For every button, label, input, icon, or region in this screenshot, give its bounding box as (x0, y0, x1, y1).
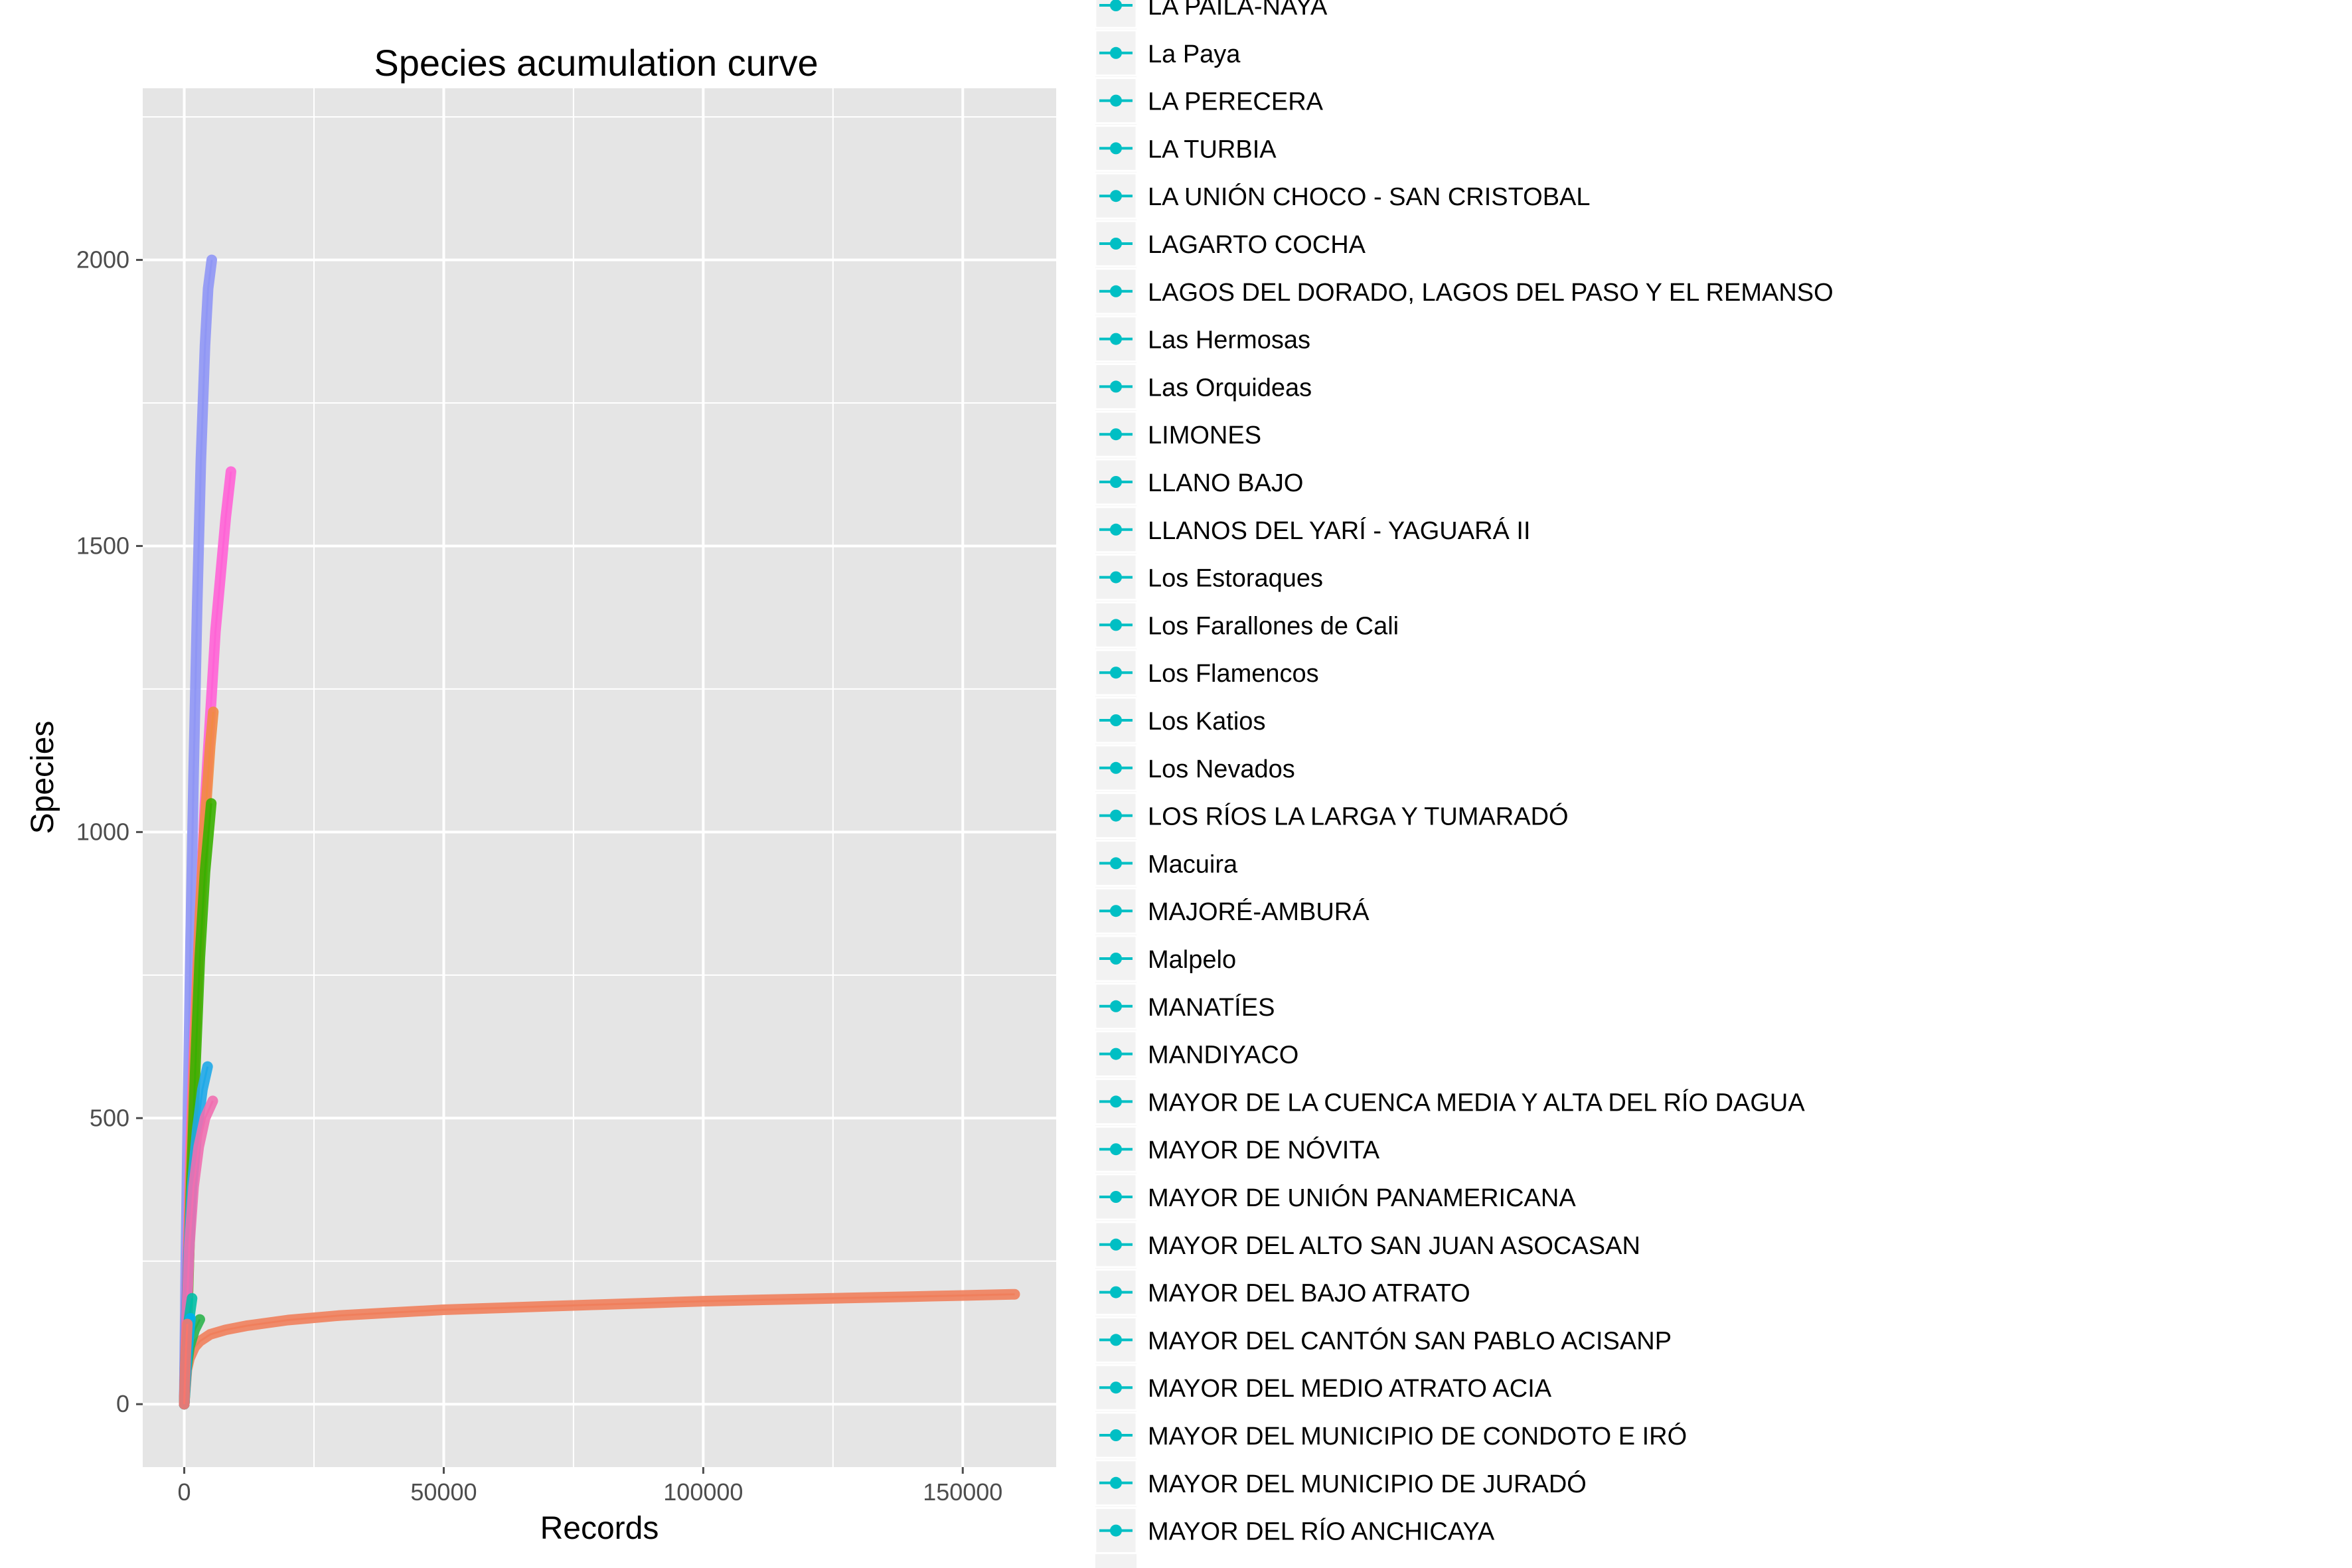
y-tick-label: 500 (90, 1104, 129, 1131)
legend-label: MAYOR DEL ALTO SAN JUAN ASOCASAN (1148, 1232, 1640, 1260)
legend-label: LLANOS DEL YARÍ - YAGUARÁ II (1148, 516, 1531, 545)
legend-label: LA PAILA-NAYA (1148, 0, 1328, 21)
legend-key-dot (1110, 1000, 1122, 1012)
legend-label: MAYOR DEL MUNICIPIO DE JURADÓ (1148, 1470, 1587, 1498)
legend-key-dot (1110, 46, 1122, 59)
legend-label: Los Estoraques (1148, 565, 1323, 593)
legend-label: Las Orquideas (1148, 374, 1312, 402)
legend-label: MANATÍES (1148, 993, 1275, 1022)
legend-key-dot (1110, 953, 1122, 965)
chart-title: Species acumulation curve (374, 42, 818, 84)
legend-key-dot (1110, 809, 1122, 822)
legend-key-dot (1110, 1381, 1122, 1394)
legend-key-dot (1110, 94, 1122, 107)
legend-label: LLANO BAJO (1148, 469, 1303, 497)
legend-key-dot (1110, 1429, 1122, 1441)
legend-label: LIMONES (1148, 422, 1261, 449)
legend-label: MAYOR DE LA CUENCA MEDIA Y ALTA DEL RÍO … (1148, 1088, 1805, 1117)
x-tick-label: 50000 (410, 1478, 477, 1506)
legend-label: LA TURBIA (1148, 135, 1277, 163)
legend-key-dot (1110, 761, 1122, 774)
legend-key-dot (1110, 428, 1122, 441)
x-axis-title: Records (540, 1511, 659, 1546)
legend-key-dot (1110, 333, 1122, 345)
plot-panel (143, 88, 1056, 1467)
legend-key-dot (1110, 905, 1122, 917)
legend-key-dot (1110, 714, 1122, 726)
legend-label: MAYOR DEL MUNICIPIO DE CONDOTO E IRÓ (1148, 1422, 1687, 1450)
legend-key-dot (1110, 1095, 1122, 1108)
y-tick-label: 2000 (76, 246, 129, 274)
legend-label: MANDIYACO (1148, 1042, 1298, 1069)
series-line (183, 1324, 189, 1405)
legend-key-dot (1110, 857, 1122, 870)
legend-key-dot (1110, 666, 1122, 679)
legend-label: MAYOR DEL RÍO ANCHICAYA (1148, 1518, 1495, 1546)
x-axis: 0 50000 100000 150000 (178, 1467, 1002, 1506)
y-axis-title: Species (25, 721, 60, 834)
legend-label: MAYOR DE NÓVITA (1148, 1136, 1380, 1164)
legend-label: MAJORÉ-AMBURÁ (1148, 898, 1370, 926)
legend-label: Macuira (1148, 850, 1238, 878)
legend-key-dot (1110, 190, 1122, 202)
legend-key-dot (1110, 380, 1122, 393)
legend-label: MAYOR DEL BAJO ATRATO (1148, 1280, 1470, 1308)
y-tick-label: 0 (116, 1390, 129, 1417)
legend-label: MAYOR DEL MEDIO ATRATO ACIA (1148, 1375, 1552, 1403)
legend-key-dot (1110, 142, 1122, 155)
grid-layer (143, 88, 1056, 1467)
legend-label: LA PERECERA (1148, 88, 1324, 116)
series-line (183, 1293, 1015, 1405)
legend-key-dot (1110, 1334, 1122, 1346)
legend-label: Las Hermosas (1148, 327, 1310, 354)
y-tick-label: 1500 (76, 532, 129, 559)
y-axis: 0 500 1000 1500 2000 (76, 246, 143, 1417)
legend-key-dot (1110, 1286, 1122, 1298)
legend-label: Los Farallones de Cali (1148, 612, 1399, 640)
x-tick-label: 0 (178, 1478, 191, 1506)
legend-key-dot (1110, 238, 1122, 250)
legend-label: LOS RÍOS LA LARGA Y TUMARADÓ (1148, 803, 1569, 831)
legend: LA PAILA-NAYA La Paya LA PERECERA LA TURBIA… (1094, 0, 1834, 1568)
legend-key-dot (1110, 523, 1122, 536)
legend-key-dot (1110, 0, 1122, 11)
legend-label: Los Katios (1148, 708, 1265, 736)
legend-key-dot (1110, 1238, 1122, 1251)
legend-label: LA UNIÓN CHOCO - SAN CRISTOBAL (1148, 183, 1591, 211)
legend-key-dot (1110, 1048, 1122, 1060)
legend-key-dot (1110, 571, 1122, 584)
series-layer (179, 254, 1020, 1410)
x-tick-label: 150000 (923, 1478, 1002, 1506)
y-tick-label: 1000 (76, 818, 129, 845)
legend-label: Los Nevados (1148, 755, 1295, 783)
legend-label: MAYOR DE UNIÓN PANAMERICANA (1148, 1184, 1576, 1212)
legend-label: Malpelo (1148, 946, 1236, 974)
legend-key-dot (1110, 476, 1122, 488)
legend-label: La Paya (1148, 40, 1241, 68)
legend-label: MAYOR DEL CANTÓN SAN PABLO ACISANP (1148, 1326, 1672, 1355)
x-tick-label: 100000 (663, 1478, 743, 1506)
legend-label: Los Flamencos (1148, 660, 1319, 688)
legend-key-dot (1110, 619, 1122, 631)
legend-key-dot (1110, 1191, 1122, 1203)
legend-key-dot (1110, 1476, 1122, 1489)
legend-key-dot (1110, 285, 1122, 297)
legend-label: LAGOS DEL DORADO, LAGOS DEL PASO Y EL RE… (1148, 279, 1834, 307)
legend-key-dot (1110, 1524, 1122, 1537)
legend-label: LAGARTO COCHA (1148, 231, 1366, 259)
legend-key-dot (1110, 1143, 1122, 1156)
